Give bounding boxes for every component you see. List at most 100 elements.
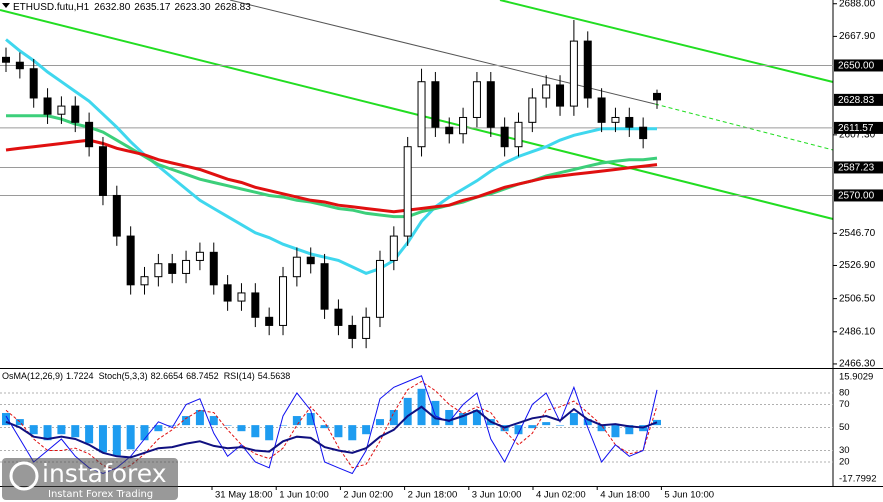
candle-body — [223, 284, 232, 302]
candle-body — [71, 105, 80, 123]
osma-bar — [514, 425, 523, 435]
rsi-line — [5, 405, 658, 459]
candle-body — [445, 126, 454, 135]
level-box — [834, 121, 883, 134]
candle-body — [140, 276, 149, 286]
trend-line-extension — [654, 103, 834, 151]
osma-bar — [362, 425, 371, 435]
stoch-name: Stoch(5,3,3) — [99, 371, 148, 381]
osma-bar — [98, 425, 107, 453]
candle-body — [597, 97, 606, 123]
price-label: 2628.83 — [838, 95, 875, 106]
osma-bar — [209, 416, 218, 426]
price-box — [834, 93, 883, 106]
osma-bar — [459, 413, 468, 426]
moving-average — [6, 114, 658, 219]
candle-body — [265, 316, 274, 326]
osma-bar — [251, 425, 260, 438]
osma-bar — [126, 425, 135, 450]
x-tick-label: 3 Jun 10:00 — [472, 490, 522, 501]
candle-body — [362, 316, 371, 339]
watermark-tagline: Instant Forex Trading — [48, 489, 153, 500]
candle-body — [375, 259, 384, 318]
osma-bar — [403, 397, 412, 426]
candle-body — [583, 40, 592, 99]
candle-body — [209, 251, 218, 286]
candle-body — [625, 116, 634, 128]
osma-bar — [265, 425, 274, 441]
osma-bar — [29, 425, 38, 435]
ohlc-open: 2632.80 — [94, 2, 131, 13]
candle-body — [459, 116, 468, 135]
candle-body — [320, 263, 329, 310]
osma-bar — [569, 413, 578, 426]
y2-tick-label: 30 — [839, 445, 850, 456]
x-tick-label: 2 Jun 02:00 — [343, 490, 393, 501]
candle-body — [348, 324, 357, 339]
y2-tick-label: 50 — [839, 422, 850, 433]
x-tick-label: 1 Jun 10:00 — [279, 490, 329, 501]
osma-bar — [237, 425, 246, 432]
candle-body — [486, 81, 495, 128]
osma-bar — [472, 409, 481, 426]
osma-bar — [611, 425, 620, 438]
osma-bar — [320, 425, 329, 429]
ohlc-low: 2623.30 — [174, 2, 211, 13]
rsi-value: 54.5638 — [258, 371, 291, 381]
candle-body — [556, 84, 565, 107]
y-tick-label: 2667.90 — [839, 31, 876, 42]
osma-bar — [154, 425, 163, 432]
candle-body — [15, 61, 24, 70]
osma-name: OsMA(12,26,9) — [2, 371, 63, 381]
osma-value: 1.7224 — [66, 371, 94, 381]
candle-body — [279, 276, 288, 326]
y-tick-label: 2466.30 — [839, 359, 876, 370]
candle-body — [98, 146, 107, 196]
candle-body — [57, 105, 66, 115]
osma-bar — [140, 425, 149, 441]
osma-bar — [182, 416, 191, 426]
moving-average — [5, 38, 657, 276]
x-tick-label: 2 Jun 18:00 — [408, 490, 458, 501]
osma-bar — [2, 413, 10, 426]
candle-body — [251, 292, 260, 318]
chart-header: ETHUSD.futu,H1 2632.80 2635.17 2623.30 2628.… — [13, 2, 251, 13]
candle-body — [528, 97, 537, 123]
candle-body — [403, 146, 412, 237]
osma-bar — [306, 413, 315, 426]
osma-bar — [43, 425, 52, 441]
y-tick-label: 2486.10 — [839, 326, 876, 337]
symbol: ETHUSD.futu,H1 — [13, 2, 90, 13]
osma-bar — [57, 425, 66, 435]
candle-body — [569, 40, 578, 107]
trend-line — [0, 9, 834, 220]
osma-bar — [375, 419, 384, 426]
level-box — [834, 161, 883, 174]
candle-body — [112, 194, 121, 237]
menu-arrow[interactable] — [2, 3, 10, 8]
candle-body — [2, 56, 10, 63]
candle-body — [389, 235, 398, 261]
x-tick-label: 4 Jun 18:00 — [600, 490, 650, 501]
osma-bar — [389, 409, 398, 426]
osma-bar — [597, 425, 606, 432]
x-tick-label: 31 May 18:00 — [215, 490, 273, 501]
ohlc-close: 2628.83 — [215, 2, 252, 13]
moving-average — [5, 138, 658, 214]
watermark-logo — [9, 461, 39, 491]
osma-bar — [528, 425, 537, 429]
osma-bar — [223, 425, 232, 426]
candle-body — [306, 256, 315, 265]
candle-body — [292, 256, 301, 278]
level-label: 2611.57 — [838, 123, 874, 134]
candle-body — [85, 121, 94, 148]
osma-bar — [431, 400, 440, 426]
watermark-brand: instaforex — [42, 459, 167, 488]
stoch-signal-value: 68.7452 — [186, 371, 219, 381]
candle-body — [639, 126, 648, 140]
osma-bar — [348, 425, 357, 441]
osma-tick-label: 15.9029 — [839, 372, 873, 383]
